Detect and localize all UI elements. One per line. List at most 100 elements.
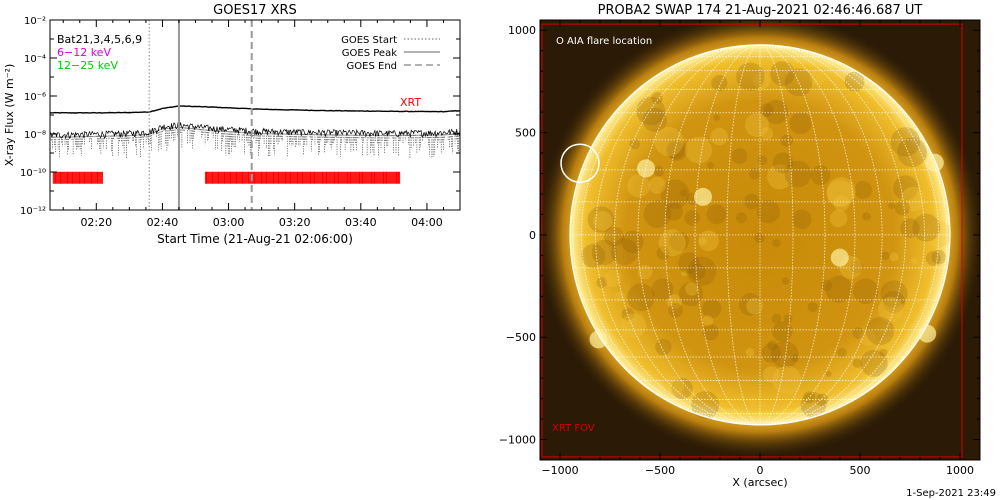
surface-patch	[924, 220, 952, 248]
surface-patch	[713, 114, 720, 121]
surface-patch	[757, 155, 768, 166]
surface-patch	[919, 261, 936, 278]
active-region	[694, 187, 712, 206]
surface-patch	[772, 365, 802, 395]
surface-patch	[879, 348, 888, 357]
surface-patch	[889, 252, 899, 262]
surface-patch	[745, 113, 769, 137]
surface-patch	[707, 162, 714, 169]
surface-patch	[745, 348, 755, 357]
surface-patch	[791, 354, 800, 362]
longitude-line	[572, 44, 761, 426]
x-tick-label: −500	[645, 464, 675, 477]
surface-patch	[912, 213, 941, 242]
legend-left-entry: Bat21,3,4,5,6,9	[57, 33, 142, 46]
lightcurve-title: GOES17 XRS	[213, 3, 297, 18]
surface-patch	[698, 237, 707, 246]
surface-patch	[627, 174, 651, 198]
surface-patch	[754, 232, 765, 243]
surface-patch	[767, 340, 778, 351]
xrt-interval-1	[204, 171, 401, 184]
surface-patch	[621, 313, 647, 339]
swap-x-label: X (arcsec)	[732, 476, 787, 489]
surface-patch	[780, 134, 794, 147]
xrt-label: XRT	[400, 96, 421, 109]
surface-patch	[581, 243, 606, 268]
surface-patch	[666, 294, 682, 310]
surface-patch	[829, 209, 848, 228]
surface-patch	[820, 279, 832, 291]
surface-patch	[653, 165, 665, 177]
y-tick-label: 1000	[508, 24, 536, 37]
surface-patch	[753, 72, 770, 90]
longitude-line	[759, 44, 856, 426]
surface-patch	[782, 277, 790, 285]
active-region	[918, 324, 937, 343]
surface-patch	[911, 258, 918, 265]
surface-patch	[897, 137, 927, 168]
swap-title: PROBA2 SWAP 174 21-Aug-2021 02:46:46.687…	[598, 3, 923, 18]
legend-left-entry: 6−12 keV	[57, 46, 111, 59]
surface-patch	[816, 393, 829, 407]
surface-patch	[810, 165, 831, 186]
surface-patch	[925, 251, 941, 266]
surface-patch	[678, 252, 700, 274]
y-tick-label: 10⁻¹²	[20, 206, 46, 217]
surface-patch	[880, 280, 908, 308]
longitude-line	[759, 44, 906, 426]
surface-patch	[711, 75, 728, 92]
x-tick-label: 0	[757, 464, 764, 477]
surface-patch	[783, 314, 793, 324]
aia-flare-marker	[560, 143, 600, 184]
surface-patch	[792, 209, 812, 229]
legend-right-entry: GOES Peak	[342, 48, 397, 59]
surface-patch	[770, 61, 795, 86]
longitude-line	[664, 44, 761, 426]
surface-patch	[744, 193, 760, 210]
aia-flare-legend: O AIA flare location	[556, 36, 652, 47]
surface-patch	[627, 283, 655, 312]
surface-patch	[738, 293, 762, 316]
surface-patch	[853, 278, 879, 305]
active-region	[830, 248, 849, 267]
surface-patch	[881, 251, 890, 260]
surface-patch	[888, 202, 896, 210]
surface-patch	[784, 68, 813, 97]
surface-patch	[890, 127, 921, 157]
surface-patch	[826, 177, 856, 207]
surface-patch	[894, 200, 910, 216]
surface-patch	[611, 238, 638, 266]
surface-patch	[852, 327, 865, 340]
xrt-coverage-group	[52, 171, 401, 184]
longitude-line	[759, 44, 948, 426]
lightcurve-legend-right: GOES Start GOES Peak GOES End	[341, 35, 440, 72]
surface-patch	[862, 212, 871, 221]
surface-patch	[651, 92, 663, 104]
y-tick-label: 10⁻⁴	[24, 54, 46, 65]
surface-patch	[667, 141, 685, 160]
active-region	[589, 330, 608, 349]
longitude-line	[759, 44, 939, 426]
lightcurve-series-group	[49, 105, 461, 159]
surface-patch	[702, 299, 722, 319]
y-tick-label: 10⁻²	[24, 16, 46, 27]
lightcurve-y-label: X-ray Flux (W m⁻²)	[3, 64, 16, 166]
surface-patch	[684, 210, 700, 226]
swap-image-panel: PROBA2 SWAP 174 21-Aug-2021 02:46:46.687…	[499, 3, 996, 499]
x-tick-label: 500	[850, 464, 871, 477]
surface-patch	[826, 180, 854, 208]
surface-patch	[736, 62, 765, 91]
surface-patch	[746, 297, 763, 315]
y-tick-label: −500	[506, 331, 536, 344]
surface-patch	[710, 127, 728, 146]
surface-patch	[882, 290, 905, 314]
surface-patch	[685, 282, 699, 296]
longitude-line	[759, 44, 794, 426]
surface-patch	[698, 230, 719, 252]
x-tick-label: 03:00	[213, 216, 245, 229]
surface-patch	[691, 391, 720, 420]
surface-patch	[603, 226, 624, 247]
surface-patch	[772, 152, 794, 174]
legend-right-entry: GOES End	[347, 61, 397, 72]
